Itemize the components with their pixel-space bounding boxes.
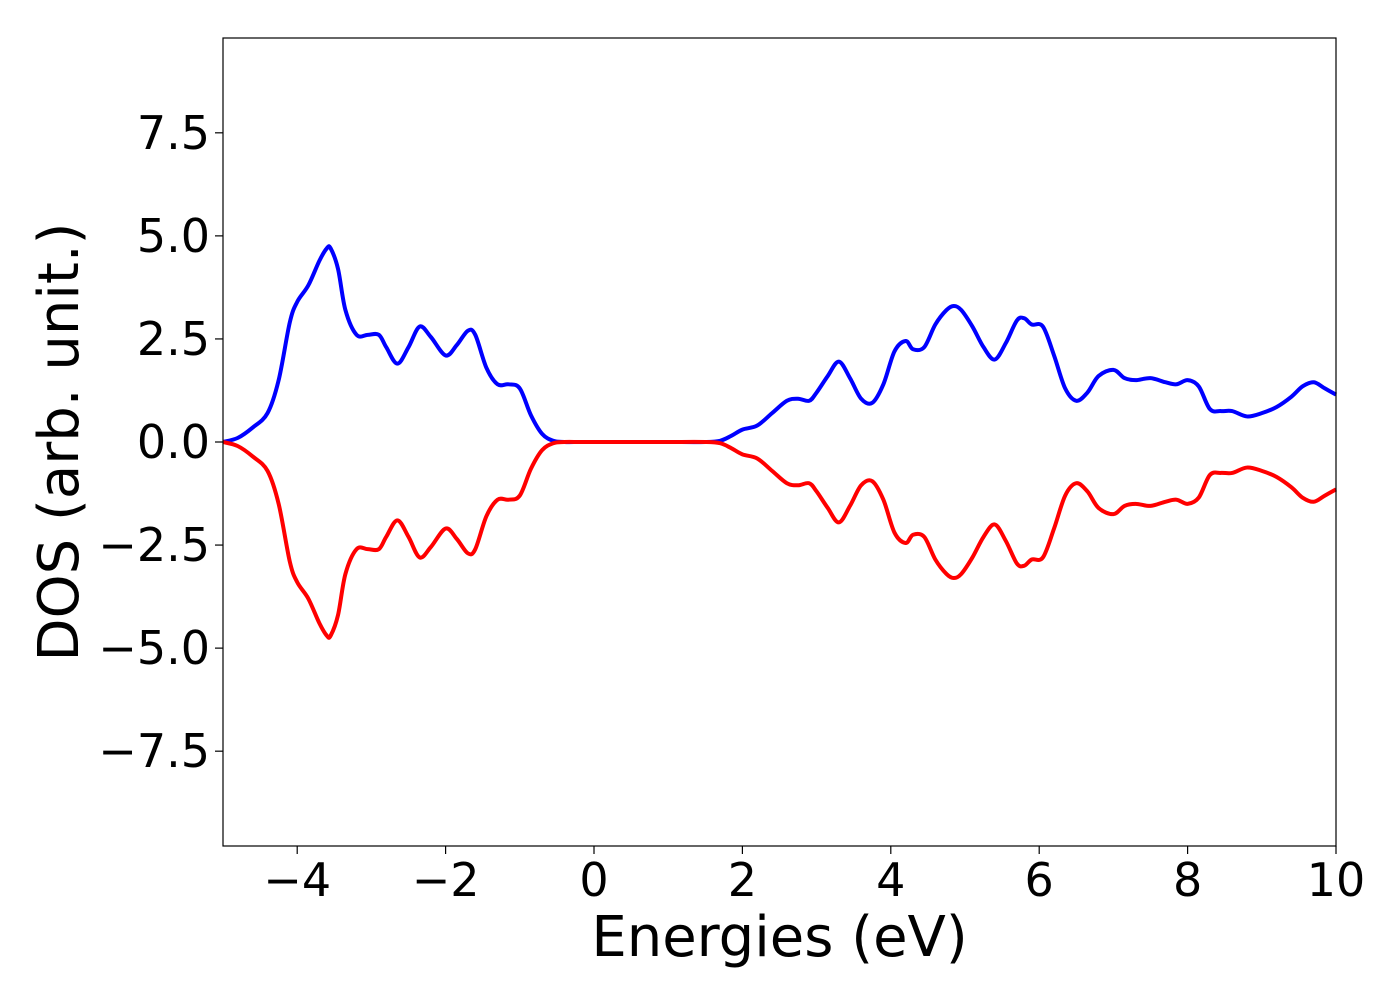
y-tick-label: −5.0	[98, 621, 210, 675]
plot-frame	[222, 37, 1337, 847]
x-tick-label: −2	[412, 853, 480, 907]
y-tick-label: 7.5	[137, 106, 210, 160]
x-tick-label: 6	[1025, 853, 1054, 907]
x-tick-label: 0	[579, 853, 608, 907]
x-axis-title: Energies (eV)	[591, 905, 967, 970]
y-axis-ticks: 7.5 5.0 2.5 0.0 −2.5 −5.0 −7.5	[98, 106, 223, 778]
y-tick-label: 5.0	[137, 209, 210, 263]
y-tick-label: −2.5	[98, 518, 210, 572]
y-tick-label: −7.5	[98, 724, 210, 778]
y-tick-label: 2.5	[137, 312, 210, 366]
x-tick-label: 2	[728, 853, 757, 907]
dos-down-line	[222, 439, 1337, 640]
y-axis-title: DOS (arb. unit.)	[27, 222, 92, 661]
series-layer	[222, 244, 1337, 640]
x-axis-ticks: −4 −2 0 2 4 6 8 10	[263, 846, 1365, 907]
dos-up-line	[222, 244, 1337, 445]
x-tick-label: −4	[263, 853, 331, 907]
x-tick-label: 8	[1173, 853, 1202, 907]
y-tick-label: 0.0	[137, 415, 210, 469]
x-tick-label: 10	[1307, 853, 1366, 907]
x-tick-label: 4	[876, 853, 905, 907]
